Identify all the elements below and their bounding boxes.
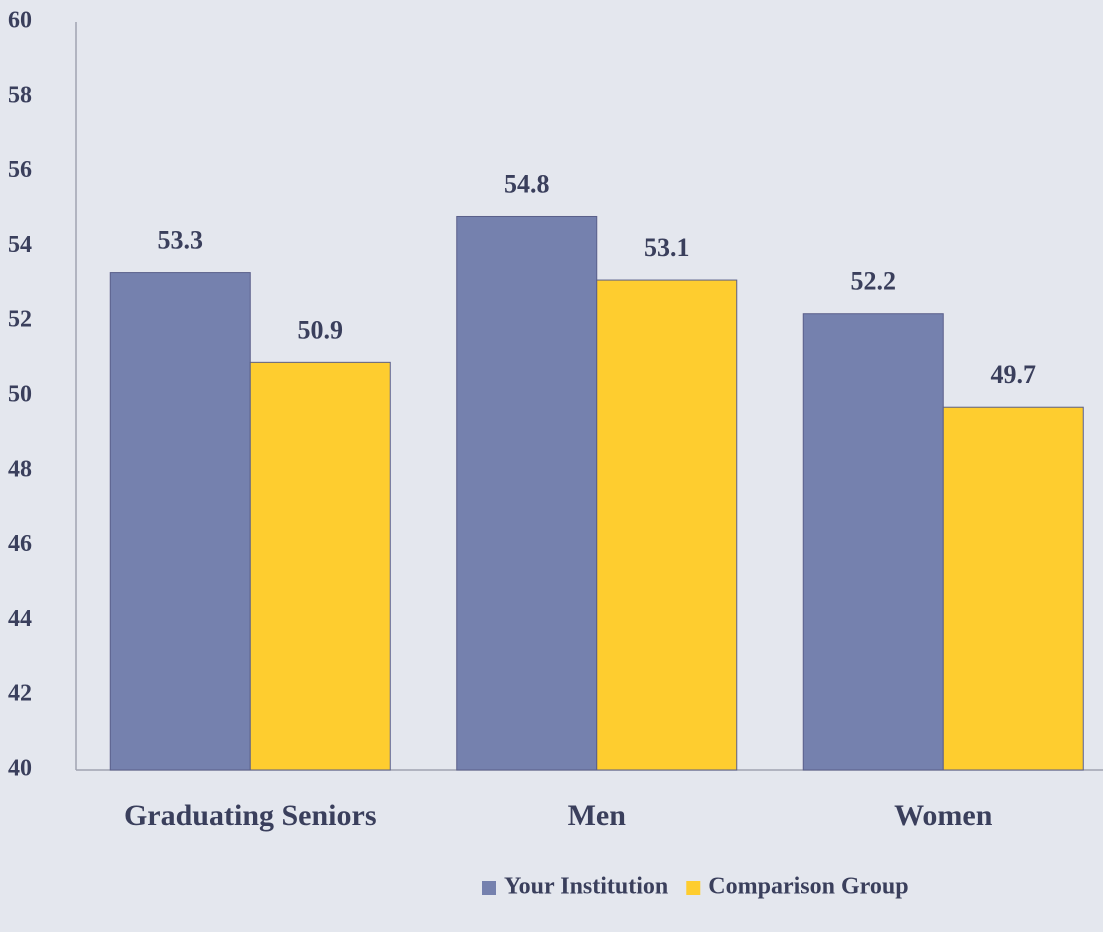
y-tick-label: 56 (8, 157, 32, 183)
y-tick-label: 52 (8, 307, 32, 333)
data-label: 49.7 (991, 360, 1037, 389)
bar (456, 215, 598, 771)
y-tick-label: 42 (8, 681, 32, 707)
y-tick-label: 40 (8, 756, 32, 782)
bar (802, 313, 944, 771)
x-tick-label: Women (894, 799, 993, 832)
bar (942, 406, 1084, 771)
y-tick-label: 44 (8, 606, 32, 632)
data-label: 50.9 (298, 315, 344, 344)
bar (249, 361, 391, 771)
y-tick-label: 60 (8, 8, 32, 34)
y-tick-label: 50 (8, 382, 32, 408)
legend-swatch (482, 881, 496, 895)
bar (109, 272, 251, 771)
x-tick-label: Graduating Seniors (124, 799, 377, 832)
y-tick-label: 54 (8, 232, 32, 258)
legend-label: Your Institution (504, 874, 668, 900)
data-label: 53.1 (644, 233, 690, 262)
y-tick-label: 48 (8, 456, 32, 482)
x-tick-label: Men (568, 799, 627, 832)
y-tick-label: 58 (8, 82, 32, 108)
legend-swatch (686, 881, 701, 895)
y-tick-label: 46 (8, 531, 32, 557)
bar (596, 279, 738, 771)
legend-label: Comparison Group (708, 874, 908, 900)
data-label: 53.3 (158, 226, 204, 255)
data-label: 54.8 (504, 169, 550, 198)
data-label: 52.2 (851, 267, 897, 296)
